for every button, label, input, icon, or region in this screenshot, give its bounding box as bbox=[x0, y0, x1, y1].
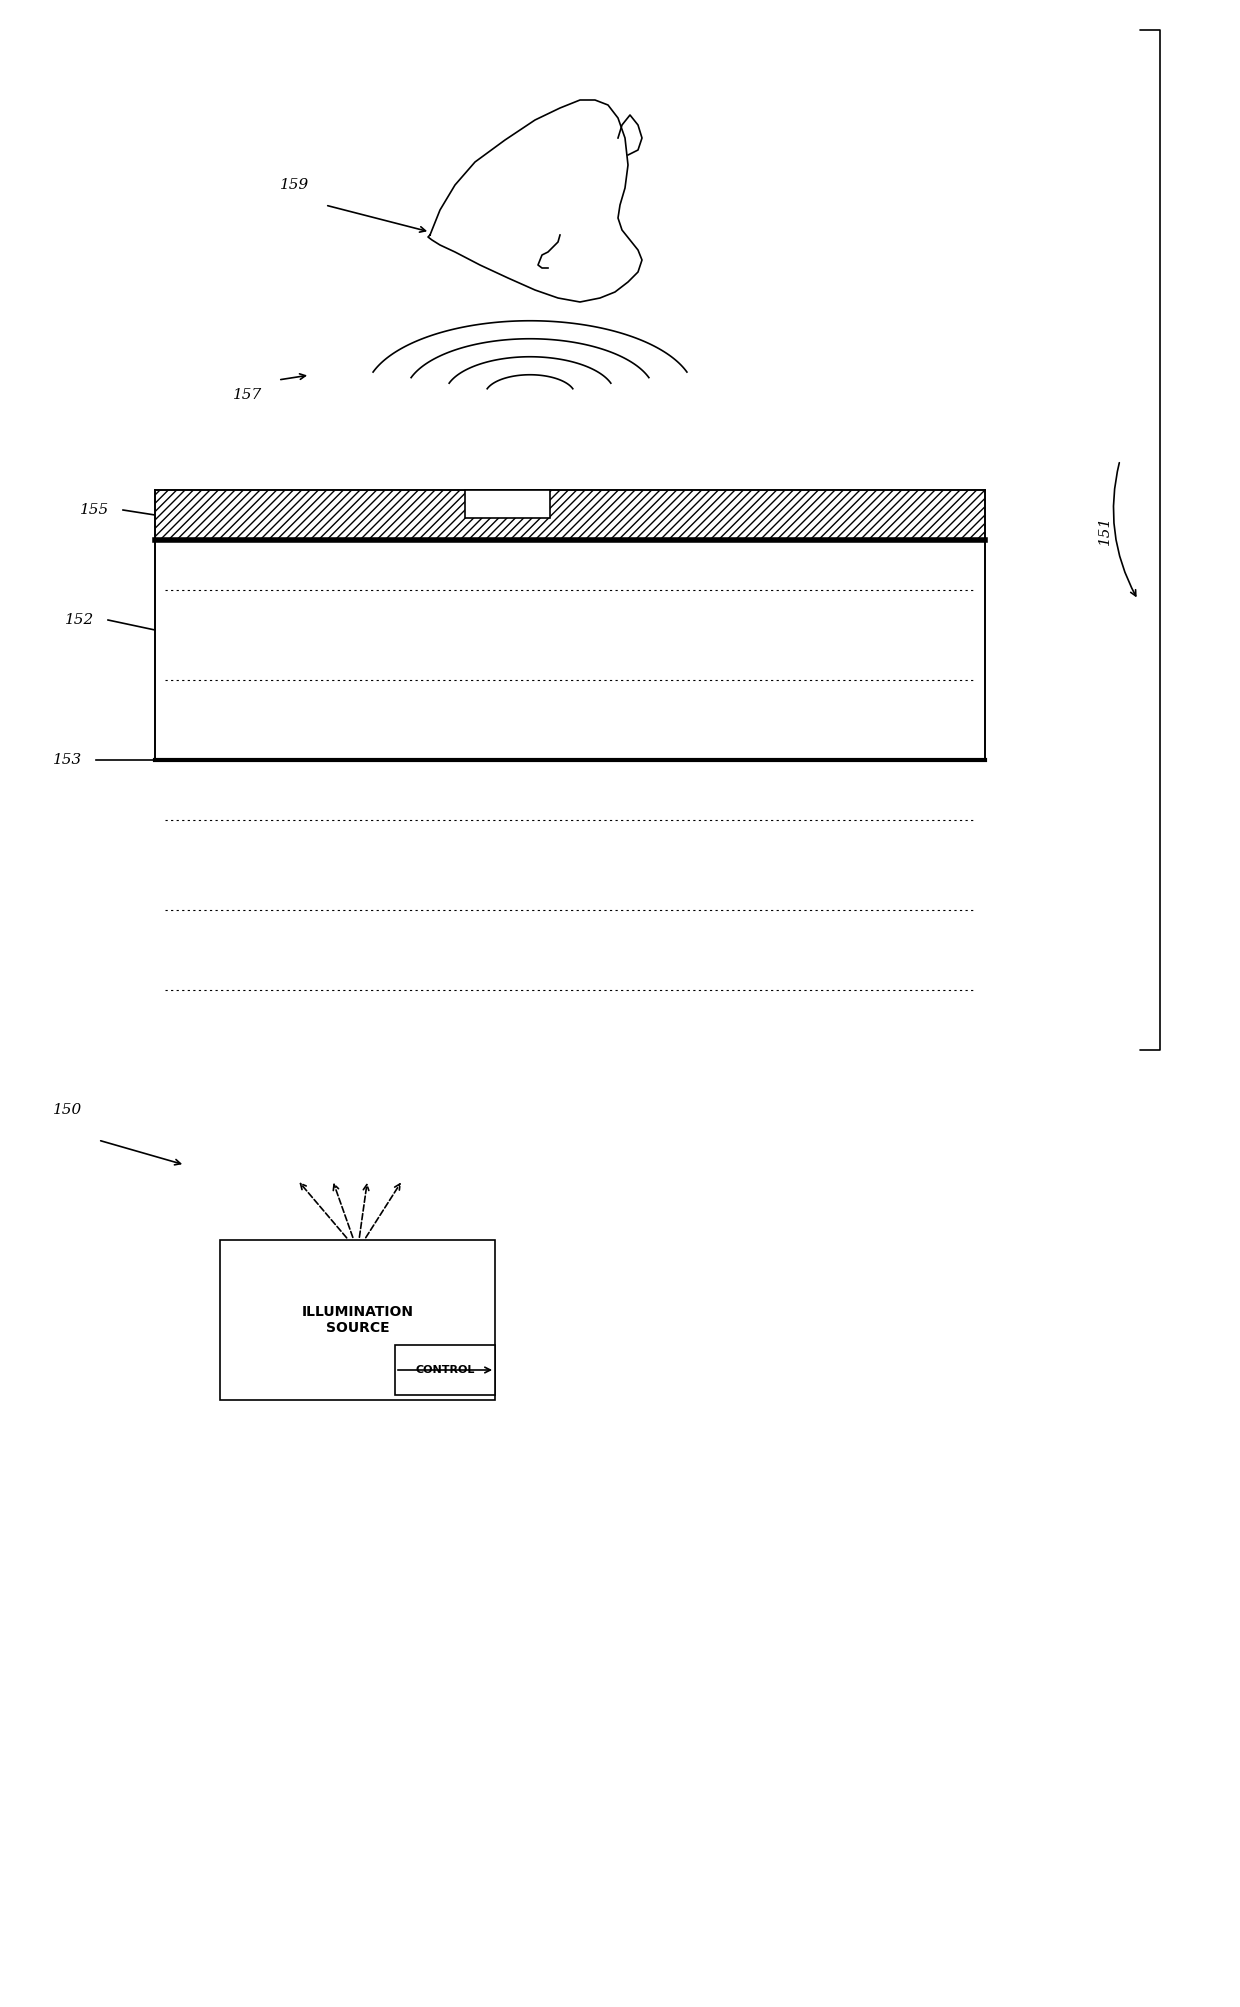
Bar bbox=[155, 540, 985, 761]
Bar bbox=[219, 1240, 495, 1401]
Text: 153: 153 bbox=[53, 753, 83, 767]
Text: 157: 157 bbox=[233, 387, 263, 401]
Bar bbox=[396, 1345, 495, 1395]
Text: 155: 155 bbox=[81, 504, 109, 518]
Bar bbox=[155, 490, 985, 540]
Text: ILLUMINATION
SOURCE: ILLUMINATION SOURCE bbox=[301, 1305, 413, 1335]
Text: 150: 150 bbox=[53, 1104, 83, 1118]
Bar bbox=[465, 490, 551, 518]
Text: CONTROL: CONTROL bbox=[415, 1365, 475, 1375]
Text: 152: 152 bbox=[66, 612, 94, 626]
Text: 159: 159 bbox=[280, 179, 310, 193]
Text: 151: 151 bbox=[1097, 516, 1112, 544]
